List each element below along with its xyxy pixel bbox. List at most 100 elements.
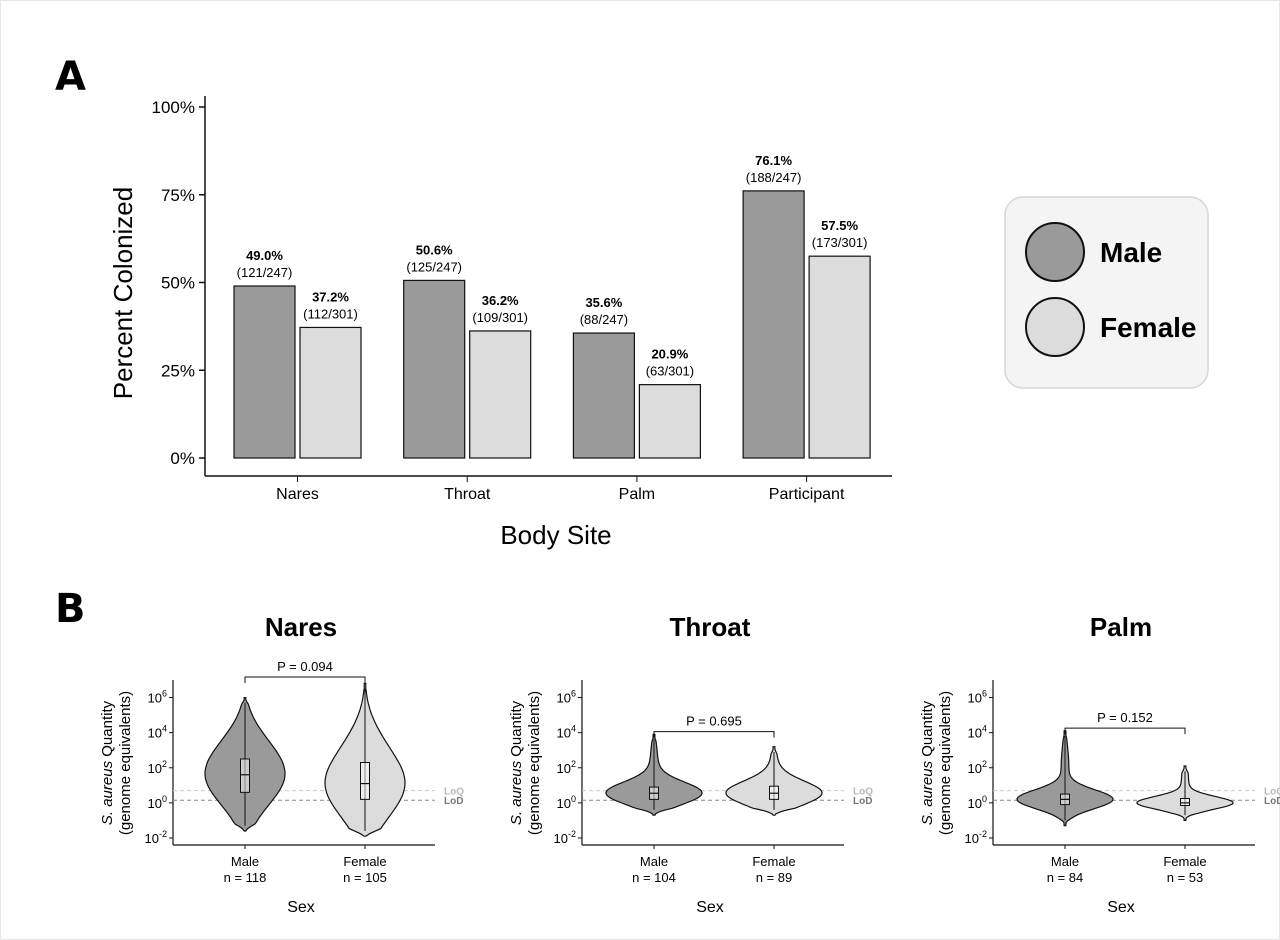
tick-base: 10 — [968, 761, 982, 776]
p-value-label: P = 0.695 — [686, 714, 742, 729]
y-tick-label: 106 — [968, 689, 987, 706]
tick-exponent: 0 — [162, 794, 167, 804]
y-axis-title-line2: (genome equivalents) — [117, 691, 134, 835]
bar-value-label: 76.1% — [755, 153, 792, 168]
bar-fraction-label: (125/247) — [406, 259, 462, 274]
bar-male — [233, 285, 296, 459]
y-tick-label: 106 — [557, 689, 576, 706]
bar-value-label: 49.0% — [246, 248, 283, 263]
y-tick-label: 100 — [148, 794, 167, 811]
y-axis-title-rest: Quantity — [508, 700, 525, 761]
lod-label: LoD — [1264, 796, 1280, 807]
x-tick-label: Male — [231, 854, 259, 869]
p-value-label: P = 0.094 — [277, 659, 333, 674]
legend: Male Female — [1004, 196, 1209, 389]
box-iqr — [360, 762, 370, 800]
bar-fraction-label: (112/301) — [303, 306, 358, 321]
y-tick-label: 50% — [161, 274, 195, 293]
bar-female — [469, 330, 532, 459]
bar-fraction-label: (88/247) — [580, 312, 628, 327]
box-iqr — [240, 758, 250, 793]
tick-base: 10 — [148, 796, 162, 811]
y-tick-label: 100 — [557, 794, 576, 811]
loq-label: LoQ — [853, 787, 873, 798]
tick-exponent: -2 — [568, 829, 576, 839]
y-tick-label: 10-2 — [554, 829, 576, 846]
panel-b-letter: B — [55, 586, 86, 632]
bar-fraction-label: (109/301) — [472, 310, 528, 325]
lod-label: LoD — [444, 796, 463, 807]
y-tick-label: 25% — [161, 361, 195, 380]
y-axis-title-italic: S. aureus — [508, 760, 525, 825]
tick-exponent: 6 — [162, 689, 167, 699]
bar-value-label: 20.9% — [651, 347, 688, 362]
tick-exponent: 0 — [982, 794, 987, 804]
legend-female-swatch — [1025, 297, 1085, 357]
y-axis-title-rest: Quantity — [919, 700, 936, 761]
y-axis-title: Percent Colonized — [108, 187, 138, 399]
tick-base: 10 — [557, 726, 571, 741]
x-axis-title: Sex — [287, 899, 315, 916]
tick-base: 10 — [557, 796, 571, 811]
subplot-title: Nares — [265, 612, 337, 642]
p-value-label: P = 0.152 — [1097, 710, 1153, 725]
bar-fraction-label: (173/301) — [812, 235, 868, 250]
subplot-title: Throat — [670, 612, 751, 642]
y-axis-title: S. aureus Quantity — [99, 700, 116, 825]
group-n-label: n = 104 — [632, 870, 676, 885]
tick-exponent: 6 — [982, 689, 987, 699]
bar-female — [299, 326, 362, 459]
legend-male-label: Male — [1100, 237, 1162, 268]
x-axis-title: Sex — [1107, 899, 1135, 916]
y-tick-label: 102 — [557, 759, 576, 776]
bar-fraction-label: (188/247) — [746, 170, 802, 185]
tick-base: 10 — [557, 691, 571, 706]
bar-value-label: 37.2% — [312, 289, 349, 304]
y-axis-title-rest: Quantity — [99, 700, 116, 761]
box-iqr — [1180, 797, 1190, 807]
bar-fraction-label: (121/247) — [237, 265, 293, 280]
tick-exponent: 4 — [162, 724, 167, 734]
tick-base: 10 — [557, 761, 571, 776]
group-n-label: n = 89 — [756, 870, 793, 885]
panel-a-letter: A — [55, 54, 86, 100]
legend-female-label: Female — [1100, 312, 1197, 343]
x-tick-label: Female — [343, 854, 386, 869]
y-tick-label: 104 — [557, 724, 576, 741]
legend-box — [1004, 196, 1209, 389]
loq-label: LoQ — [1264, 787, 1280, 798]
p-value-bracket — [244, 676, 366, 683]
y-tick-label: 104 — [148, 724, 167, 741]
bar-female — [808, 255, 871, 459]
tick-exponent: 2 — [162, 759, 167, 769]
tick-exponent: 2 — [571, 759, 576, 769]
group-n-label: n = 53 — [1167, 870, 1204, 885]
x-tick-label: Female — [1163, 854, 1206, 869]
y-axis-title: S. aureus Quantity — [919, 700, 936, 825]
y-tick-label: 106 — [148, 689, 167, 706]
bar-male — [403, 279, 466, 459]
tick-base: 10 — [145, 831, 159, 846]
y-tick-label: 10-2 — [965, 829, 987, 846]
y-tick-label: 10-2 — [145, 829, 167, 846]
group-n-label: n = 118 — [224, 870, 267, 885]
subplot-title: Palm — [1090, 612, 1152, 642]
x-tick-label: Female — [752, 854, 795, 869]
legend-male-swatch — [1025, 222, 1085, 282]
y-tick-label: 75% — [161, 186, 195, 205]
x-axis-title: Body Site — [500, 520, 611, 550]
x-tick-label: Participant — [769, 486, 845, 503]
tick-base: 10 — [968, 796, 982, 811]
tick-base: 10 — [148, 691, 162, 706]
y-axis-title-line2: (genome equivalents) — [526, 691, 543, 835]
p-value-bracket — [653, 731, 775, 738]
tick-exponent: 0 — [571, 794, 576, 804]
p-value-bracket — [1064, 727, 1186, 735]
bar-value-label: 35.6% — [585, 295, 622, 310]
x-axis-title: Sex — [696, 899, 724, 916]
bar-value-label: 50.6% — [416, 242, 453, 257]
